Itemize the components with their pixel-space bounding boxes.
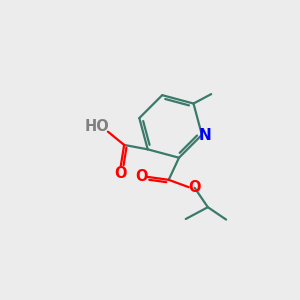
- Text: O: O: [188, 180, 201, 195]
- Text: HO: HO: [84, 119, 109, 134]
- Text: N: N: [199, 128, 211, 143]
- Text: O: O: [114, 166, 126, 181]
- Text: O: O: [135, 169, 148, 184]
